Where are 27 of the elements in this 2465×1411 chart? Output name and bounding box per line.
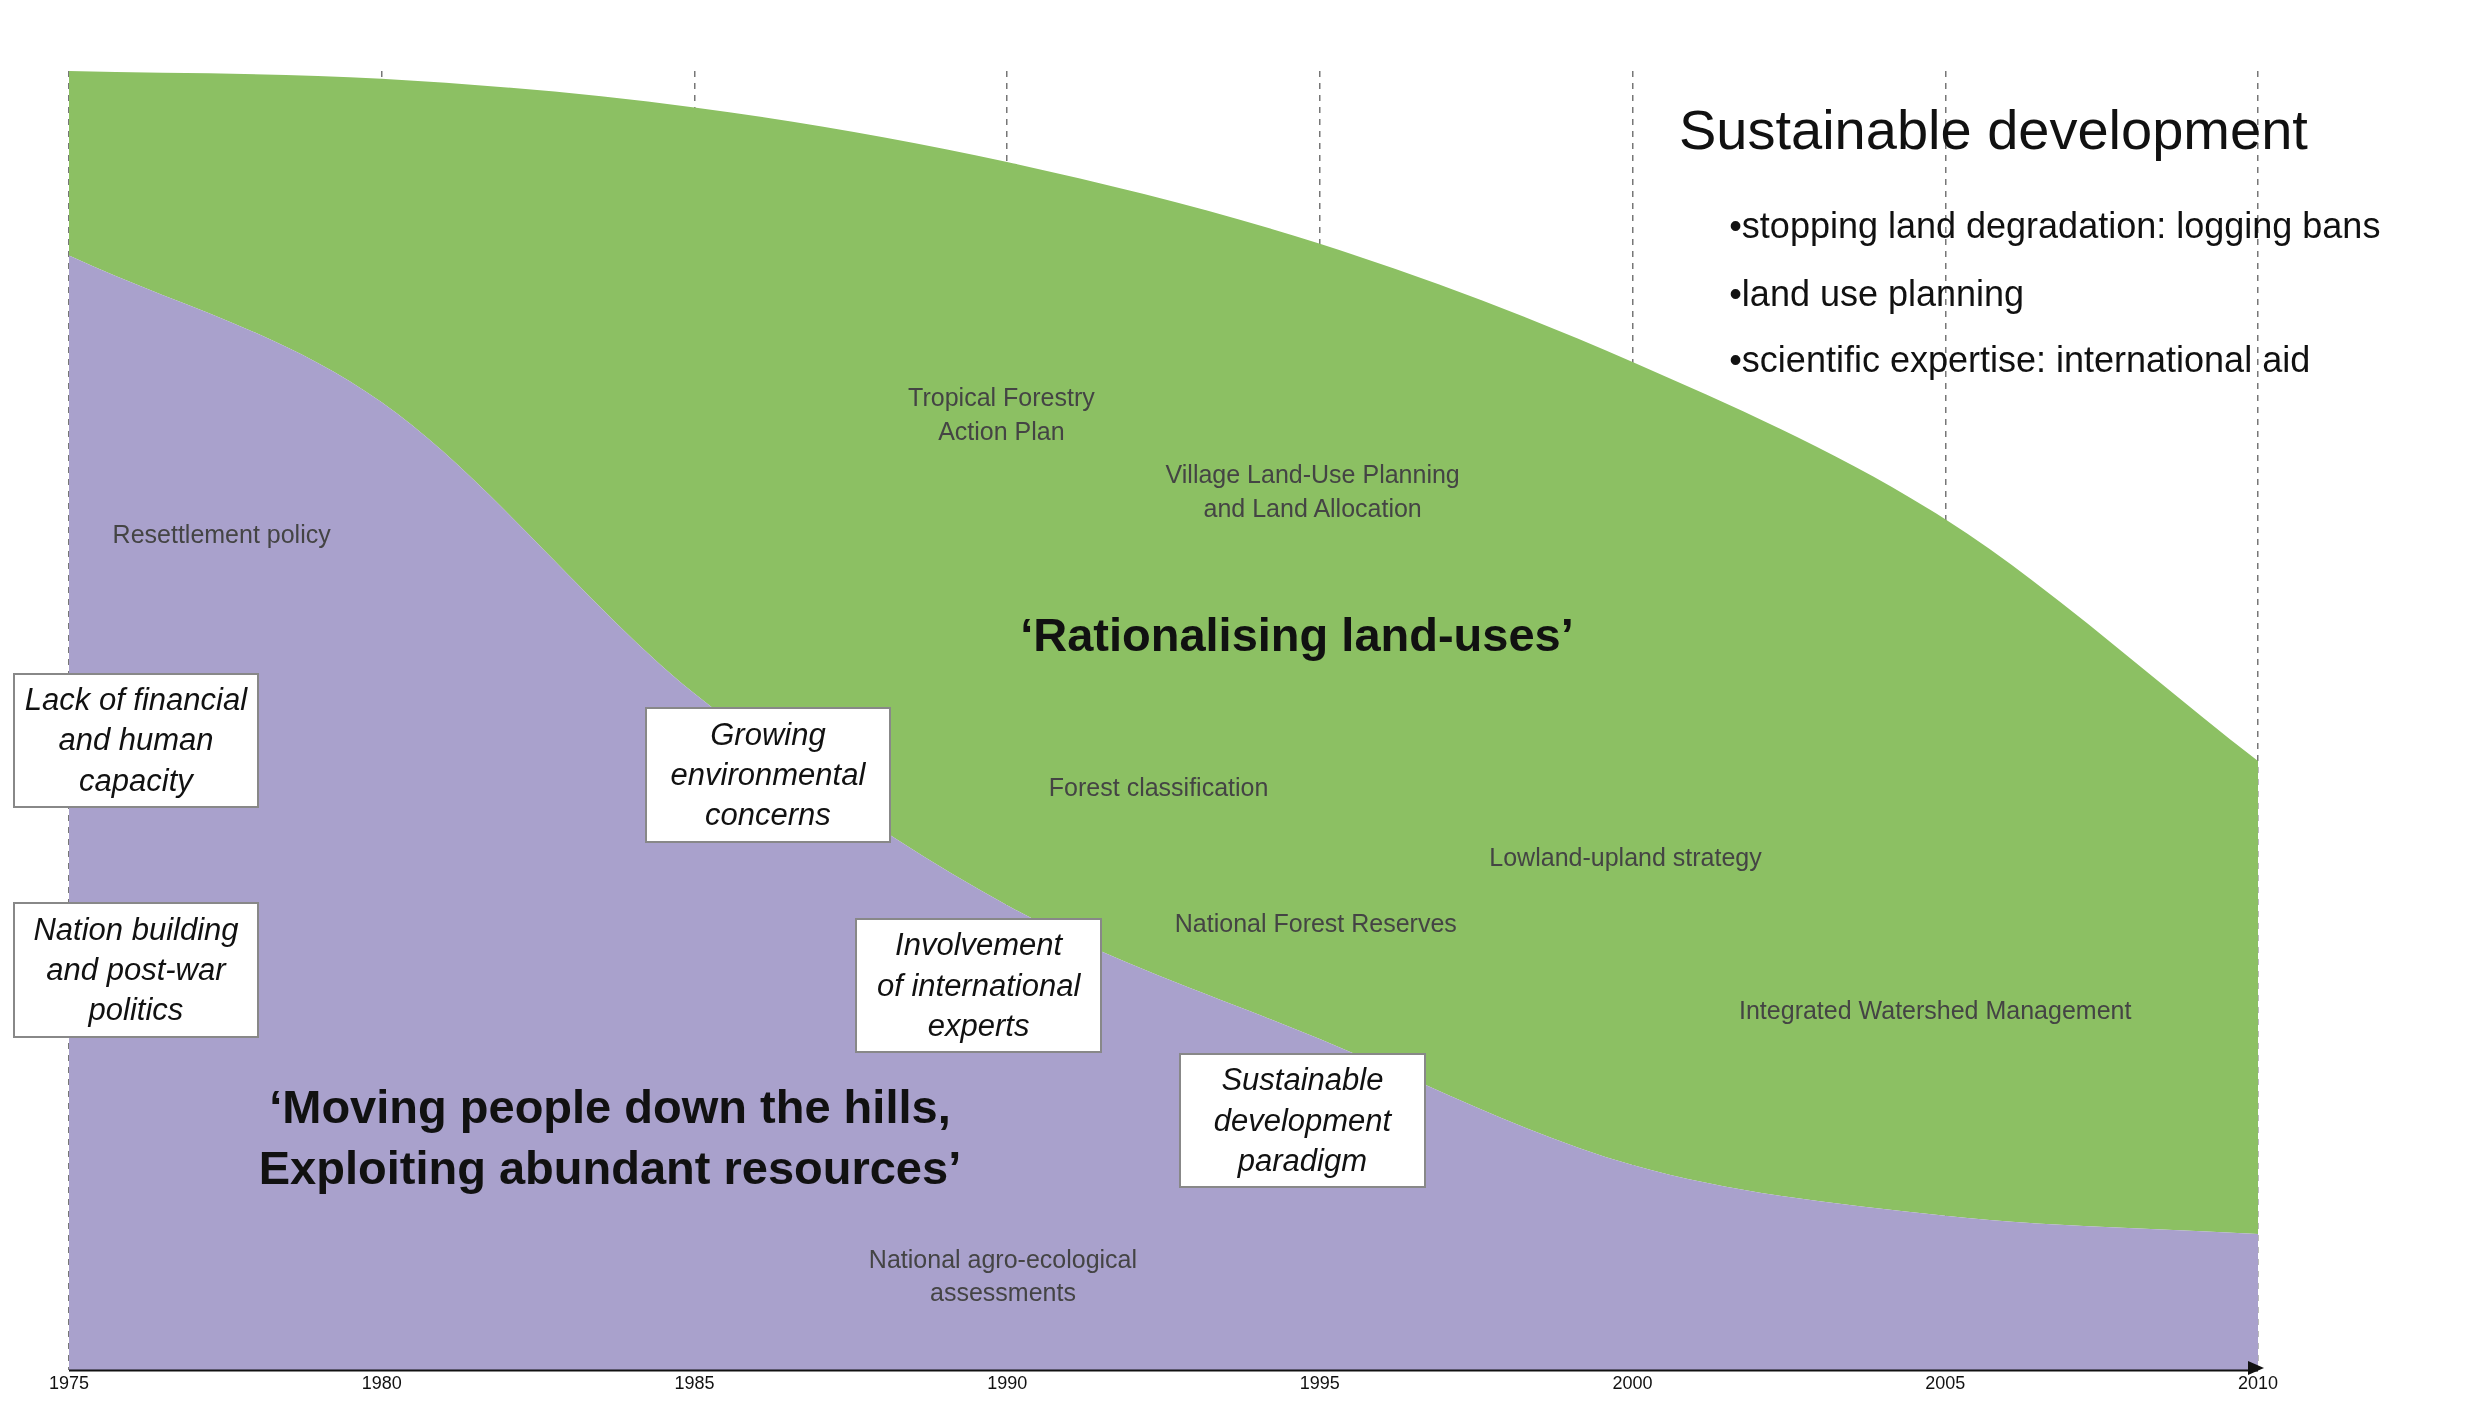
- annotation: Growing environmental concerns: [644, 707, 892, 843]
- annotation: ‘Moving people down the hills, Exploiting abundant resources’: [258, 1078, 962, 1196]
- annotation: Integrated Watershed Management: [1739, 994, 2132, 1026]
- annotation: National Forest Reserves: [1174, 908, 1457, 940]
- x-tick-label: 1975: [48, 1373, 90, 1394]
- annotation: Resettlement policy: [112, 518, 331, 550]
- x-tick-label: 2010: [2237, 1373, 2279, 1394]
- annotation: Sustainable development paradigm: [1179, 1053, 1426, 1189]
- x-tick-label: 2005: [1925, 1373, 1966, 1394]
- annotation: Sustainable development: [1678, 96, 2308, 162]
- annotation: ‘Rationalising land-uses’: [1020, 607, 1574, 664]
- annotation: •scientific expertise: international aid: [1729, 339, 2311, 381]
- annotation: Lack of financial and human capacity: [12, 672, 260, 809]
- annotation: •stopping land degradation: logging bans: [1729, 205, 2381, 248]
- x-tick-label: 1985: [674, 1373, 715, 1394]
- annotation: Forest classification: [1048, 771, 1269, 803]
- x-tick-label: 1980: [361, 1373, 402, 1394]
- annotation: Tropical Forestry Action Plan: [908, 382, 1095, 447]
- annotation: Nation building and post-war politics: [12, 902, 260, 1038]
- x-tick-label: 1995: [1299, 1373, 1340, 1394]
- annotation: Lowland-upland strategy: [1489, 842, 1762, 874]
- x-tick-label: 1990: [987, 1373, 1028, 1394]
- annotation: Village Land-Use Planning and Land Allocation: [1165, 459, 1460, 525]
- annotation: •land use planning: [1729, 272, 2025, 315]
- x-tick-label: 2000: [1612, 1373, 1653, 1394]
- annotation: Involvement of international experts: [855, 918, 1103, 1054]
- annotation: National agro-ecological assessments: [868, 1243, 1138, 1309]
